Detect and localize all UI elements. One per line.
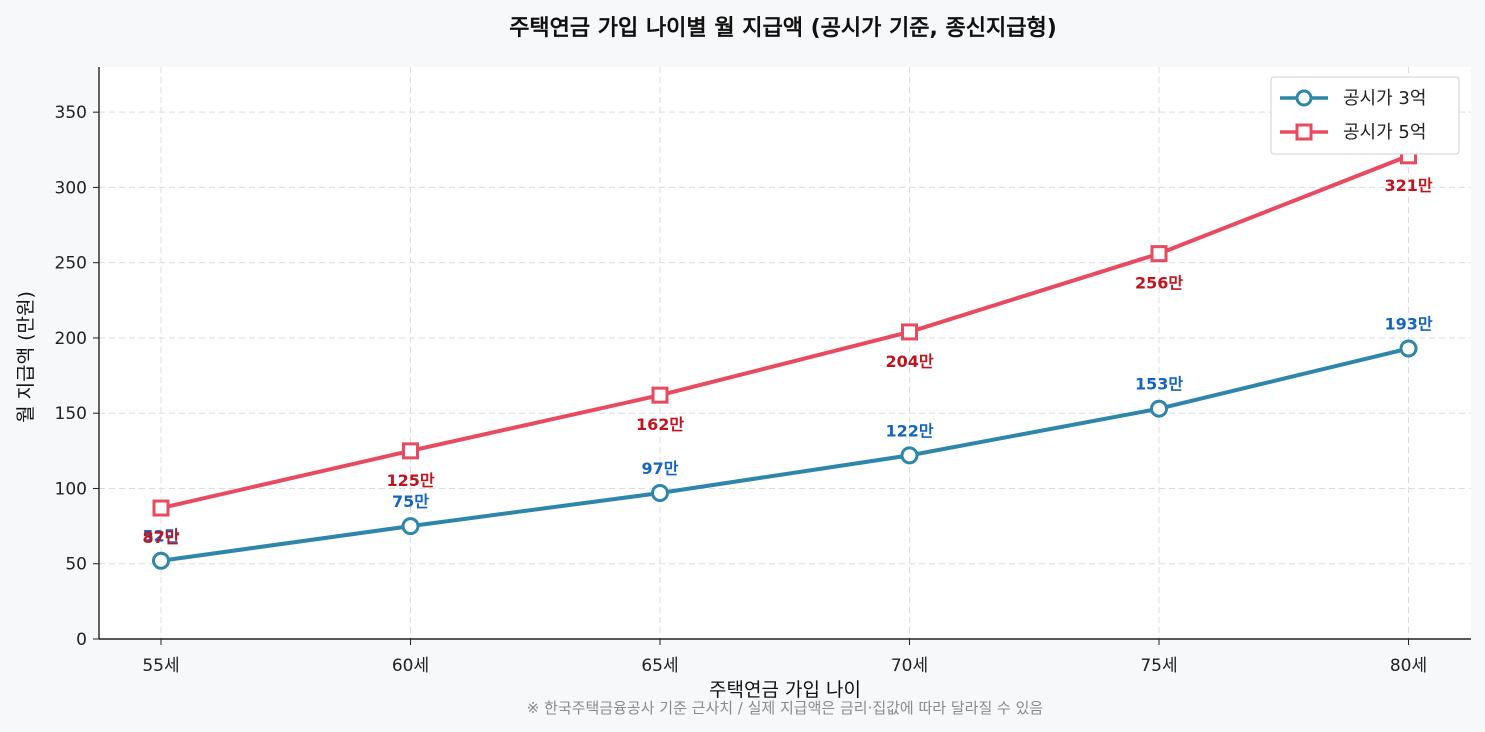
legend-marker-series-2 (1295, 123, 1313, 141)
series-line-1 (160, 346, 1409, 563)
x-tick-label: 55세 (142, 656, 179, 676)
data-label-series-1: 193만 (1384, 314, 1432, 333)
series-line-2 (160, 153, 1410, 510)
x-tick-label: 75세 (1140, 656, 1177, 676)
x-tick-label: 65세 (641, 656, 678, 676)
y-axis-label: 월 지급액 (만원) (15, 291, 37, 423)
data-label-series-1: 52만 (143, 527, 180, 546)
data-label-series-1: 75만 (392, 492, 429, 511)
data-label-series-1: 153만 (1135, 375, 1183, 394)
data-label-series-2: 256만 (1135, 274, 1183, 293)
data-label-series-2: 321만 (1384, 176, 1432, 195)
legend-label-series-1: 공시가 3억 (1343, 88, 1426, 109)
data-point-series-1 (152, 551, 170, 570)
plot-area (99, 67, 1471, 639)
data-label-series-2: 162만 (636, 415, 684, 434)
chart-title: 주택연금 가입 나이별 월 지급액 (공시가 기준, 종신지급형) (509, 16, 1057, 41)
data-label-series-2: 125만 (386, 471, 434, 490)
tick-labels: 0 50 100 150 200 250 300 350 55세 60세 65세 70세 75세 80세 (55, 103, 1428, 676)
x-tick-label: 60세 (392, 656, 429, 676)
data-label-series-1: 122만 (885, 421, 933, 440)
y-tick-label: 50 (65, 555, 87, 575)
y-tick-label: 200 (55, 329, 87, 349)
legend-marker-series-1 (1295, 89, 1313, 107)
data-point-series-1 (900, 446, 919, 465)
data-series (152, 147, 1418, 570)
data-label-series-2: 204만 (885, 352, 933, 371)
data-point-series-2 (651, 386, 669, 404)
grid-lines (99, 67, 1471, 639)
data-point-series-2 (901, 323, 918, 341)
data-label-series-1: 97만 (642, 459, 679, 478)
legend-label-series-2: 공시가 5억 (1343, 122, 1426, 143)
data-point-series-1 (1399, 339, 1418, 358)
y-tick-label: 350 (55, 103, 87, 123)
x-tick-label: 80세 (1390, 656, 1427, 676)
legend: 공시가 3억 공시가 5억 (1270, 76, 1460, 155)
y-tick-label: 150 (55, 404, 87, 424)
y-tick-label: 250 (55, 254, 87, 274)
y-tick-label: 100 (55, 479, 87, 499)
y-tick-label: 0 (76, 630, 87, 650)
axes (93, 67, 1471, 645)
data-point-series-1 (651, 483, 669, 502)
y-tick-label: 300 (55, 178, 87, 198)
data-point-series-1 (1150, 399, 1168, 418)
data-point-series-1 (401, 517, 420, 536)
x-tick-label: 70세 (891, 656, 928, 676)
x-axis-label: 주택연금 가입 나이 (709, 679, 861, 701)
data-point-series-2 (402, 442, 419, 460)
data-point-series-2 (1150, 245, 1168, 263)
footnote: ※ 한국주택금융공사 기준 근사치 / 실제 지급액은 금리·집값에 따라 달라… (527, 699, 1043, 717)
data-labels: 52만 75만 97만 122만 153만 193만 87만 125만 162만 204만 256만… (143, 176, 1433, 547)
data-label-series-2: 87만 (143, 528, 180, 547)
data-point-series-2 (152, 499, 170, 517)
